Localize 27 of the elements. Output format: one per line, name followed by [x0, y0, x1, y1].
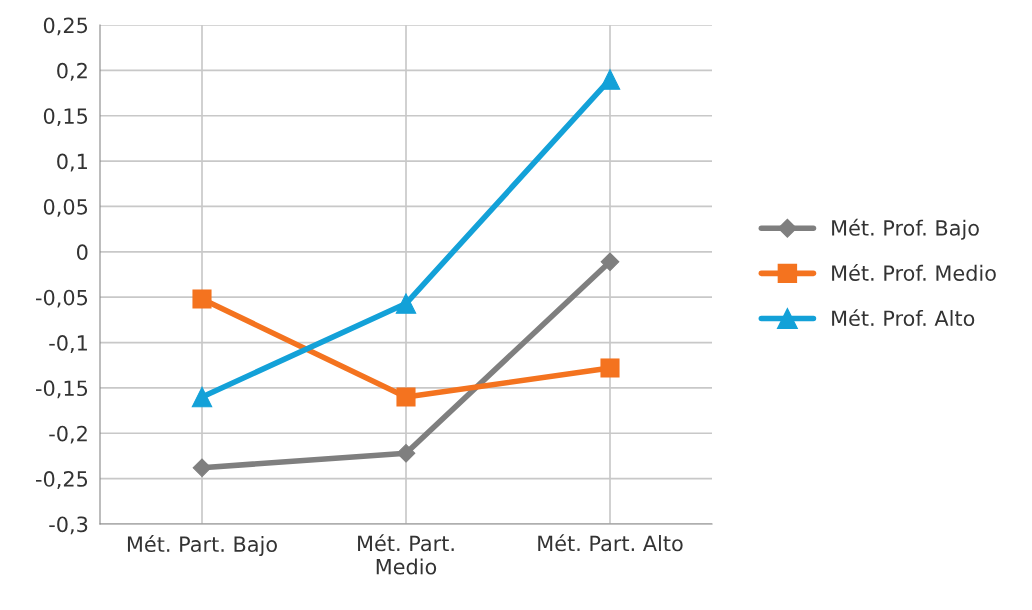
y-tick-label: 0,15: [43, 108, 88, 127]
point: [192, 458, 212, 478]
x-tick-label: Mét. Part. Bajo: [127, 535, 277, 557]
point: [395, 293, 417, 314]
y-tick-label: -0,2: [49, 425, 87, 444]
point: [396, 387, 416, 407]
y-tick-label: -0,05: [36, 289, 88, 308]
x-tick-label: Mét. Part. Medio: [358, 534, 454, 575]
point: [191, 386, 213, 408]
y-tick-label: 0: [77, 244, 88, 261]
y-tick-label: -0,3: [49, 516, 88, 535]
y-tick-label: 0,05: [43, 198, 88, 217]
point: [600, 358, 620, 378]
point: [600, 252, 620, 272]
y-tick-label: 0,25: [43, 17, 88, 36]
legend-label: Mét. Prof. Alto: [832, 309, 975, 327]
x-tick-label: Mét. Part. Alto: [538, 534, 683, 552]
y-tick-label: -0,15: [36, 380, 88, 399]
y-tick-label: -0,25: [36, 471, 88, 489]
legend-label: Mét. Prof. Medio: [832, 264, 996, 281]
y-tick-label: -0,1: [49, 335, 87, 353]
y-tick-label: 0,1: [57, 153, 87, 172]
legend-label: Mét. Prof. Bajo: [832, 218, 979, 240]
point: [599, 69, 621, 90]
point: [396, 443, 416, 463]
y-tick-label: 0,2: [57, 62, 87, 81]
point: [192, 289, 212, 309]
